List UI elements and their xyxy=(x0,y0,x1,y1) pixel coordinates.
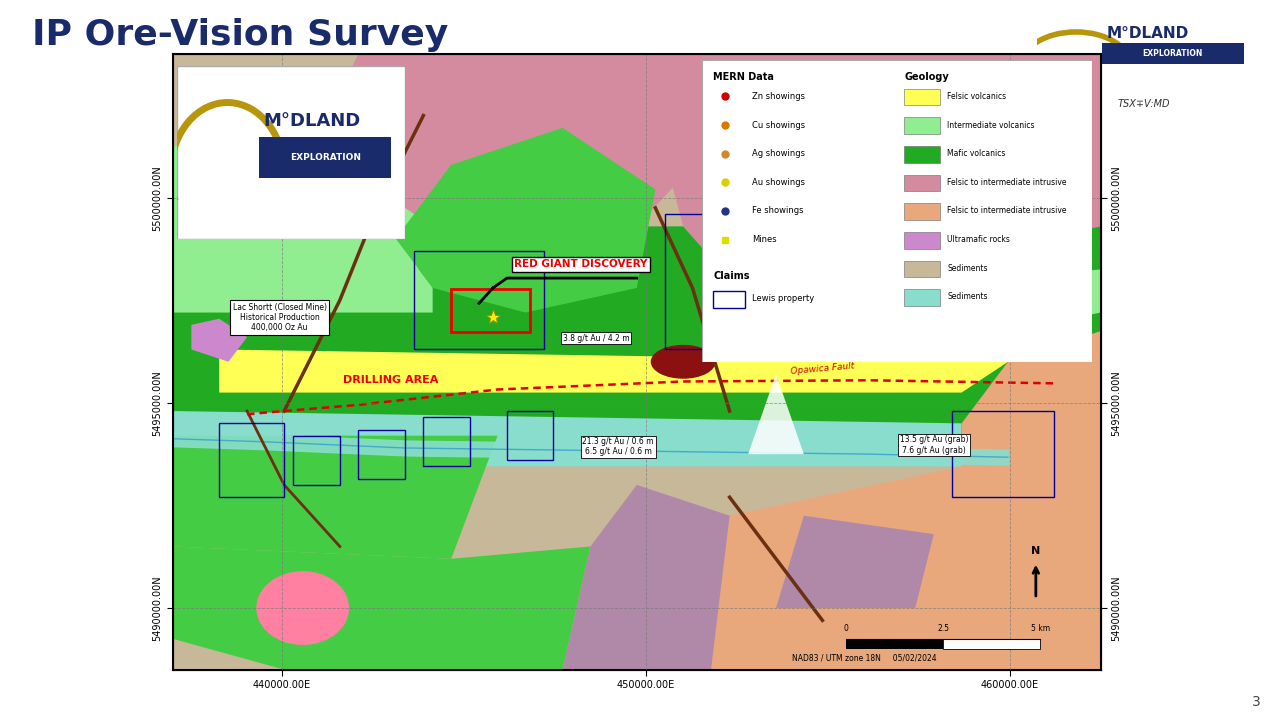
Bar xyxy=(905,175,940,192)
Text: Felsic to intermediate intrusive: Felsic to intermediate intrusive xyxy=(947,178,1066,186)
Text: Lewis property: Lewis property xyxy=(753,294,814,303)
Polygon shape xyxy=(173,54,1101,670)
Polygon shape xyxy=(173,411,961,467)
Text: Mafic volcanics: Mafic volcanics xyxy=(947,149,1006,158)
Text: 2.5: 2.5 xyxy=(937,624,948,634)
Text: Mines: Mines xyxy=(753,235,777,244)
Text: Au showings: Au showings xyxy=(753,178,805,186)
Bar xyxy=(507,411,553,460)
Ellipse shape xyxy=(650,345,716,379)
Polygon shape xyxy=(173,239,433,312)
Polygon shape xyxy=(396,128,655,312)
Text: Ag showings: Ag showings xyxy=(753,149,805,158)
Text: EXPLORATION: EXPLORATION xyxy=(289,153,361,162)
Bar xyxy=(713,291,745,307)
Text: Felsic volcanics: Felsic volcanics xyxy=(947,92,1006,101)
Text: NAD83 / UTM zone 18N     05/02/2024: NAD83 / UTM zone 18N 05/02/2024 xyxy=(792,653,937,662)
Text: Lac Shortt (Closed Mine)
Historical Production
400,000 Oz Au: Lac Shortt (Closed Mine) Historical Prod… xyxy=(233,302,326,333)
Text: Ultramafic rocks: Ultramafic rocks xyxy=(947,235,1010,244)
Polygon shape xyxy=(173,146,451,269)
Text: M°DLAND: M°DLAND xyxy=(1106,26,1189,41)
Text: N: N xyxy=(1032,546,1041,557)
Polygon shape xyxy=(312,54,710,226)
Bar xyxy=(260,137,392,179)
Bar xyxy=(1102,43,1244,64)
Text: 3: 3 xyxy=(1252,696,1261,709)
Bar xyxy=(952,411,1055,498)
Polygon shape xyxy=(173,226,1101,436)
Text: Sediments: Sediments xyxy=(947,292,988,302)
Text: 3.8 g/t Au / 4.2 m: 3.8 g/t Au / 4.2 m xyxy=(562,334,630,343)
Bar xyxy=(905,261,940,277)
Polygon shape xyxy=(748,374,804,454)
Bar xyxy=(905,289,940,306)
Bar xyxy=(952,276,1055,349)
Bar xyxy=(664,214,943,349)
Text: DRILLING AREA: DRILLING AREA xyxy=(343,375,439,385)
Polygon shape xyxy=(684,331,1101,670)
Text: Cu showings: Cu showings xyxy=(753,120,805,130)
Bar xyxy=(943,639,1041,649)
Text: Opawica Fault: Opawica Fault xyxy=(790,361,855,376)
Text: Intermediate volcanics: Intermediate volcanics xyxy=(947,120,1034,130)
Bar xyxy=(846,639,943,649)
Text: Claims: Claims xyxy=(713,271,750,282)
Text: TSX∓V:MD: TSX∓V:MD xyxy=(1117,99,1171,109)
Bar xyxy=(413,251,544,349)
Bar xyxy=(905,89,940,105)
Polygon shape xyxy=(173,546,590,670)
Text: MERN Data: MERN Data xyxy=(713,72,774,82)
Bar xyxy=(358,430,404,479)
Polygon shape xyxy=(748,269,1101,349)
Polygon shape xyxy=(191,319,247,362)
Polygon shape xyxy=(562,485,730,670)
Bar xyxy=(219,423,284,498)
Text: Zn showings: Zn showings xyxy=(753,92,805,101)
Text: M°DLAND: M°DLAND xyxy=(264,112,361,130)
Polygon shape xyxy=(636,54,1101,331)
Text: Felsic to intermediate intrusive: Felsic to intermediate intrusive xyxy=(947,207,1066,215)
Text: IP Ore-Vision Survey: IP Ore-Vision Survey xyxy=(32,18,448,52)
Bar xyxy=(905,146,940,163)
Text: 0: 0 xyxy=(844,624,849,634)
Text: 13.5 g/t Au (grab)
7.6 g/t Au (grab): 13.5 g/t Au (grab) 7.6 g/t Au (grab) xyxy=(900,435,968,454)
Bar xyxy=(293,436,339,485)
Ellipse shape xyxy=(256,571,349,645)
Text: 21.3 g/t Au / 0.6 m
6.5 g/t Au / 0.6 m: 21.3 g/t Au / 0.6 m 6.5 g/t Au / 0.6 m xyxy=(582,437,654,456)
Bar xyxy=(424,417,470,467)
Polygon shape xyxy=(173,436,498,559)
Polygon shape xyxy=(776,516,933,608)
Text: 5 km: 5 km xyxy=(1030,624,1050,634)
Text: 7.9 g/t Au / 0.9 m
6.3 g/t Au / 1.2 m: 7.9 g/t Au / 0.9 m 6.3 g/t Au / 1.2 m xyxy=(730,302,796,321)
Text: Fe showings: Fe showings xyxy=(753,207,804,215)
Polygon shape xyxy=(219,349,1009,392)
Text: RED GIANT DISCOVERY: RED GIANT DISCOVERY xyxy=(515,259,648,269)
Text: EXPLORATION: EXPLORATION xyxy=(1143,49,1203,58)
Text: Geology: Geology xyxy=(905,72,950,82)
Text: Sediments: Sediments xyxy=(947,264,988,273)
Bar xyxy=(905,204,940,220)
Bar xyxy=(905,117,940,134)
Bar xyxy=(451,289,530,332)
Bar xyxy=(905,232,940,248)
